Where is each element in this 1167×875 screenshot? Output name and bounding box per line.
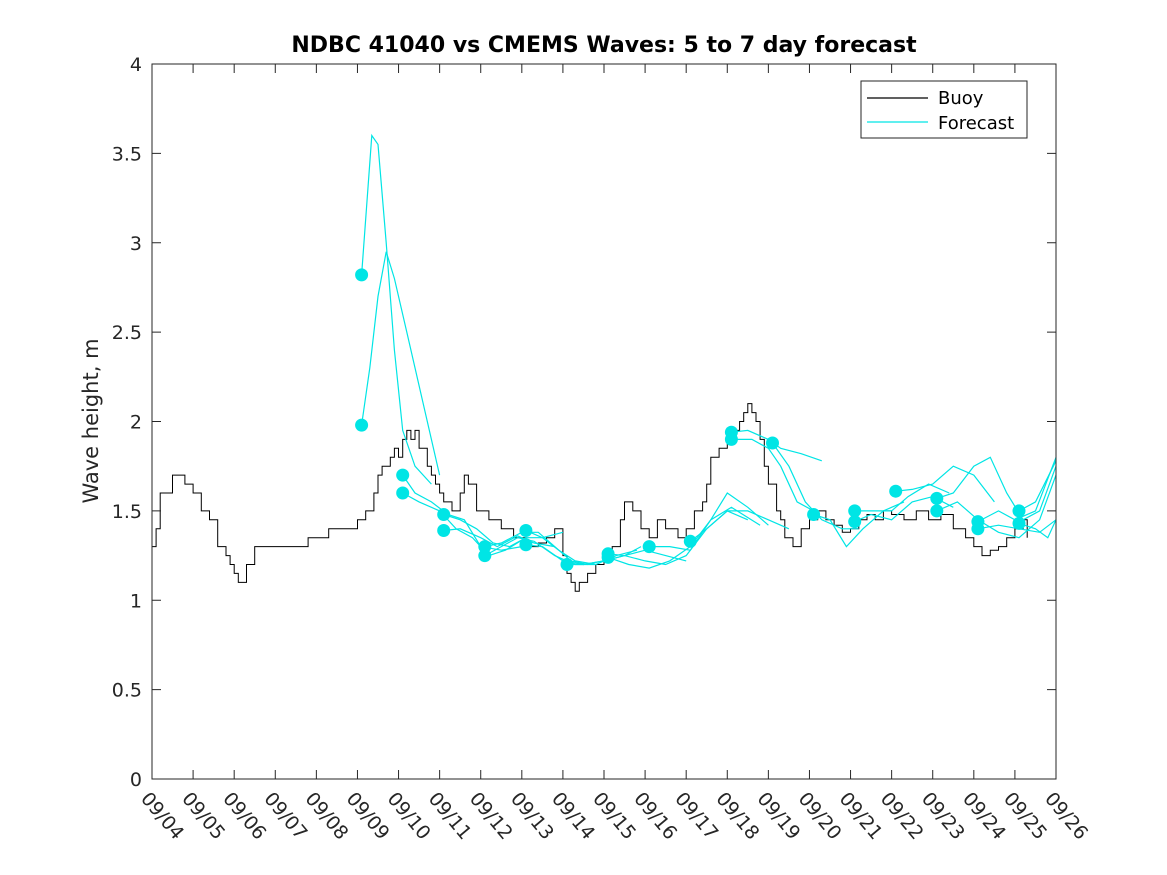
y-tick-label: 2 (130, 412, 142, 434)
forecast-series-line-3 (402, 474, 522, 551)
y-tick-label: 3.5 (112, 143, 142, 165)
forecast-start-marker-3 (396, 468, 410, 482)
forecast-series-line-13 (607, 506, 761, 569)
forecast-start-marker-13 (601, 550, 615, 564)
y-tick-label: 0 (130, 769, 142, 791)
forecast-series-line-22 (895, 465, 995, 503)
forecast-start-marker-6 (437, 524, 451, 537)
forecast-series-line-6 (443, 528, 555, 548)
forecast-series-line-1 (361, 133, 432, 485)
legend-forecast-label: Forecast (938, 113, 1014, 134)
forecast-start-marker-18 (766, 436, 779, 450)
legend-box (860, 80, 1028, 139)
forecast-start-marker-26 (971, 522, 985, 536)
y-tick-label: 2.5 (112, 322, 142, 344)
forecast-series-line-23 (936, 456, 1057, 521)
series-layer (152, 133, 1057, 592)
forecast-start-marker-23 (930, 491, 944, 505)
forecast-series-line-28 (1018, 519, 1057, 539)
y-tick-label: 0.5 (112, 680, 142, 702)
forecast-series-line-15 (689, 510, 790, 542)
forecast-start-marker-8 (478, 549, 492, 563)
plot-area: 00.511.522.533.5409/0409/0509/0609/0709/… (112, 54, 1092, 844)
forecast-start-marker-5 (437, 508, 451, 521)
forecast-start-marker-7 (478, 540, 492, 554)
forecast-start-marker-1 (355, 268, 369, 282)
forecast-start-marker-2 (355, 418, 369, 432)
forecast-start-marker-14 (642, 540, 656, 554)
forecast-start-marker-21 (848, 515, 862, 529)
forecast-series-line-19 (813, 501, 905, 548)
forecast-start-marker-24 (930, 504, 944, 518)
y-axis-label: Wave height, m (79, 338, 103, 503)
legend-buoy-label: Buoy (938, 88, 984, 109)
forecast-series-line-24 (936, 474, 1057, 539)
y-tick-label: 1 (130, 590, 142, 612)
marker-layer (355, 268, 1026, 571)
forecast-series-line-9 (525, 529, 638, 566)
forecast-start-marker-9 (519, 524, 533, 537)
forecast-series-line-20 (854, 483, 950, 512)
forecast-start-marker-10 (519, 538, 533, 552)
y-tick-label: 3 (130, 233, 142, 255)
forecast-series-line-2 (361, 251, 441, 476)
forecast-series-line-14 (649, 492, 769, 551)
forecast-start-marker-4 (396, 486, 410, 500)
forecast-start-marker-17 (724, 432, 738, 446)
forecast-start-marker-28 (1012, 516, 1026, 530)
forecast-start-marker-19 (807, 508, 821, 521)
forecast-series-line-4 (402, 492, 527, 557)
forecast-start-marker-22 (889, 484, 903, 498)
forecast-start-marker-20 (848, 504, 862, 518)
forecast-start-marker-11 (560, 558, 574, 571)
legend: Buoy Forecast (860, 80, 1028, 139)
y-tick-label: 1.5 (112, 501, 142, 523)
forecast-series-line-17 (731, 438, 814, 512)
y-tick-label: 4 (130, 54, 142, 76)
axes-background (152, 64, 1056, 779)
chart-title: NDBC 41040 vs CMEMS Waves: 5 to 7 day fo… (291, 33, 917, 58)
forecast-start-marker-15 (683, 534, 697, 548)
forecast-start-marker-27 (1012, 504, 1026, 518)
